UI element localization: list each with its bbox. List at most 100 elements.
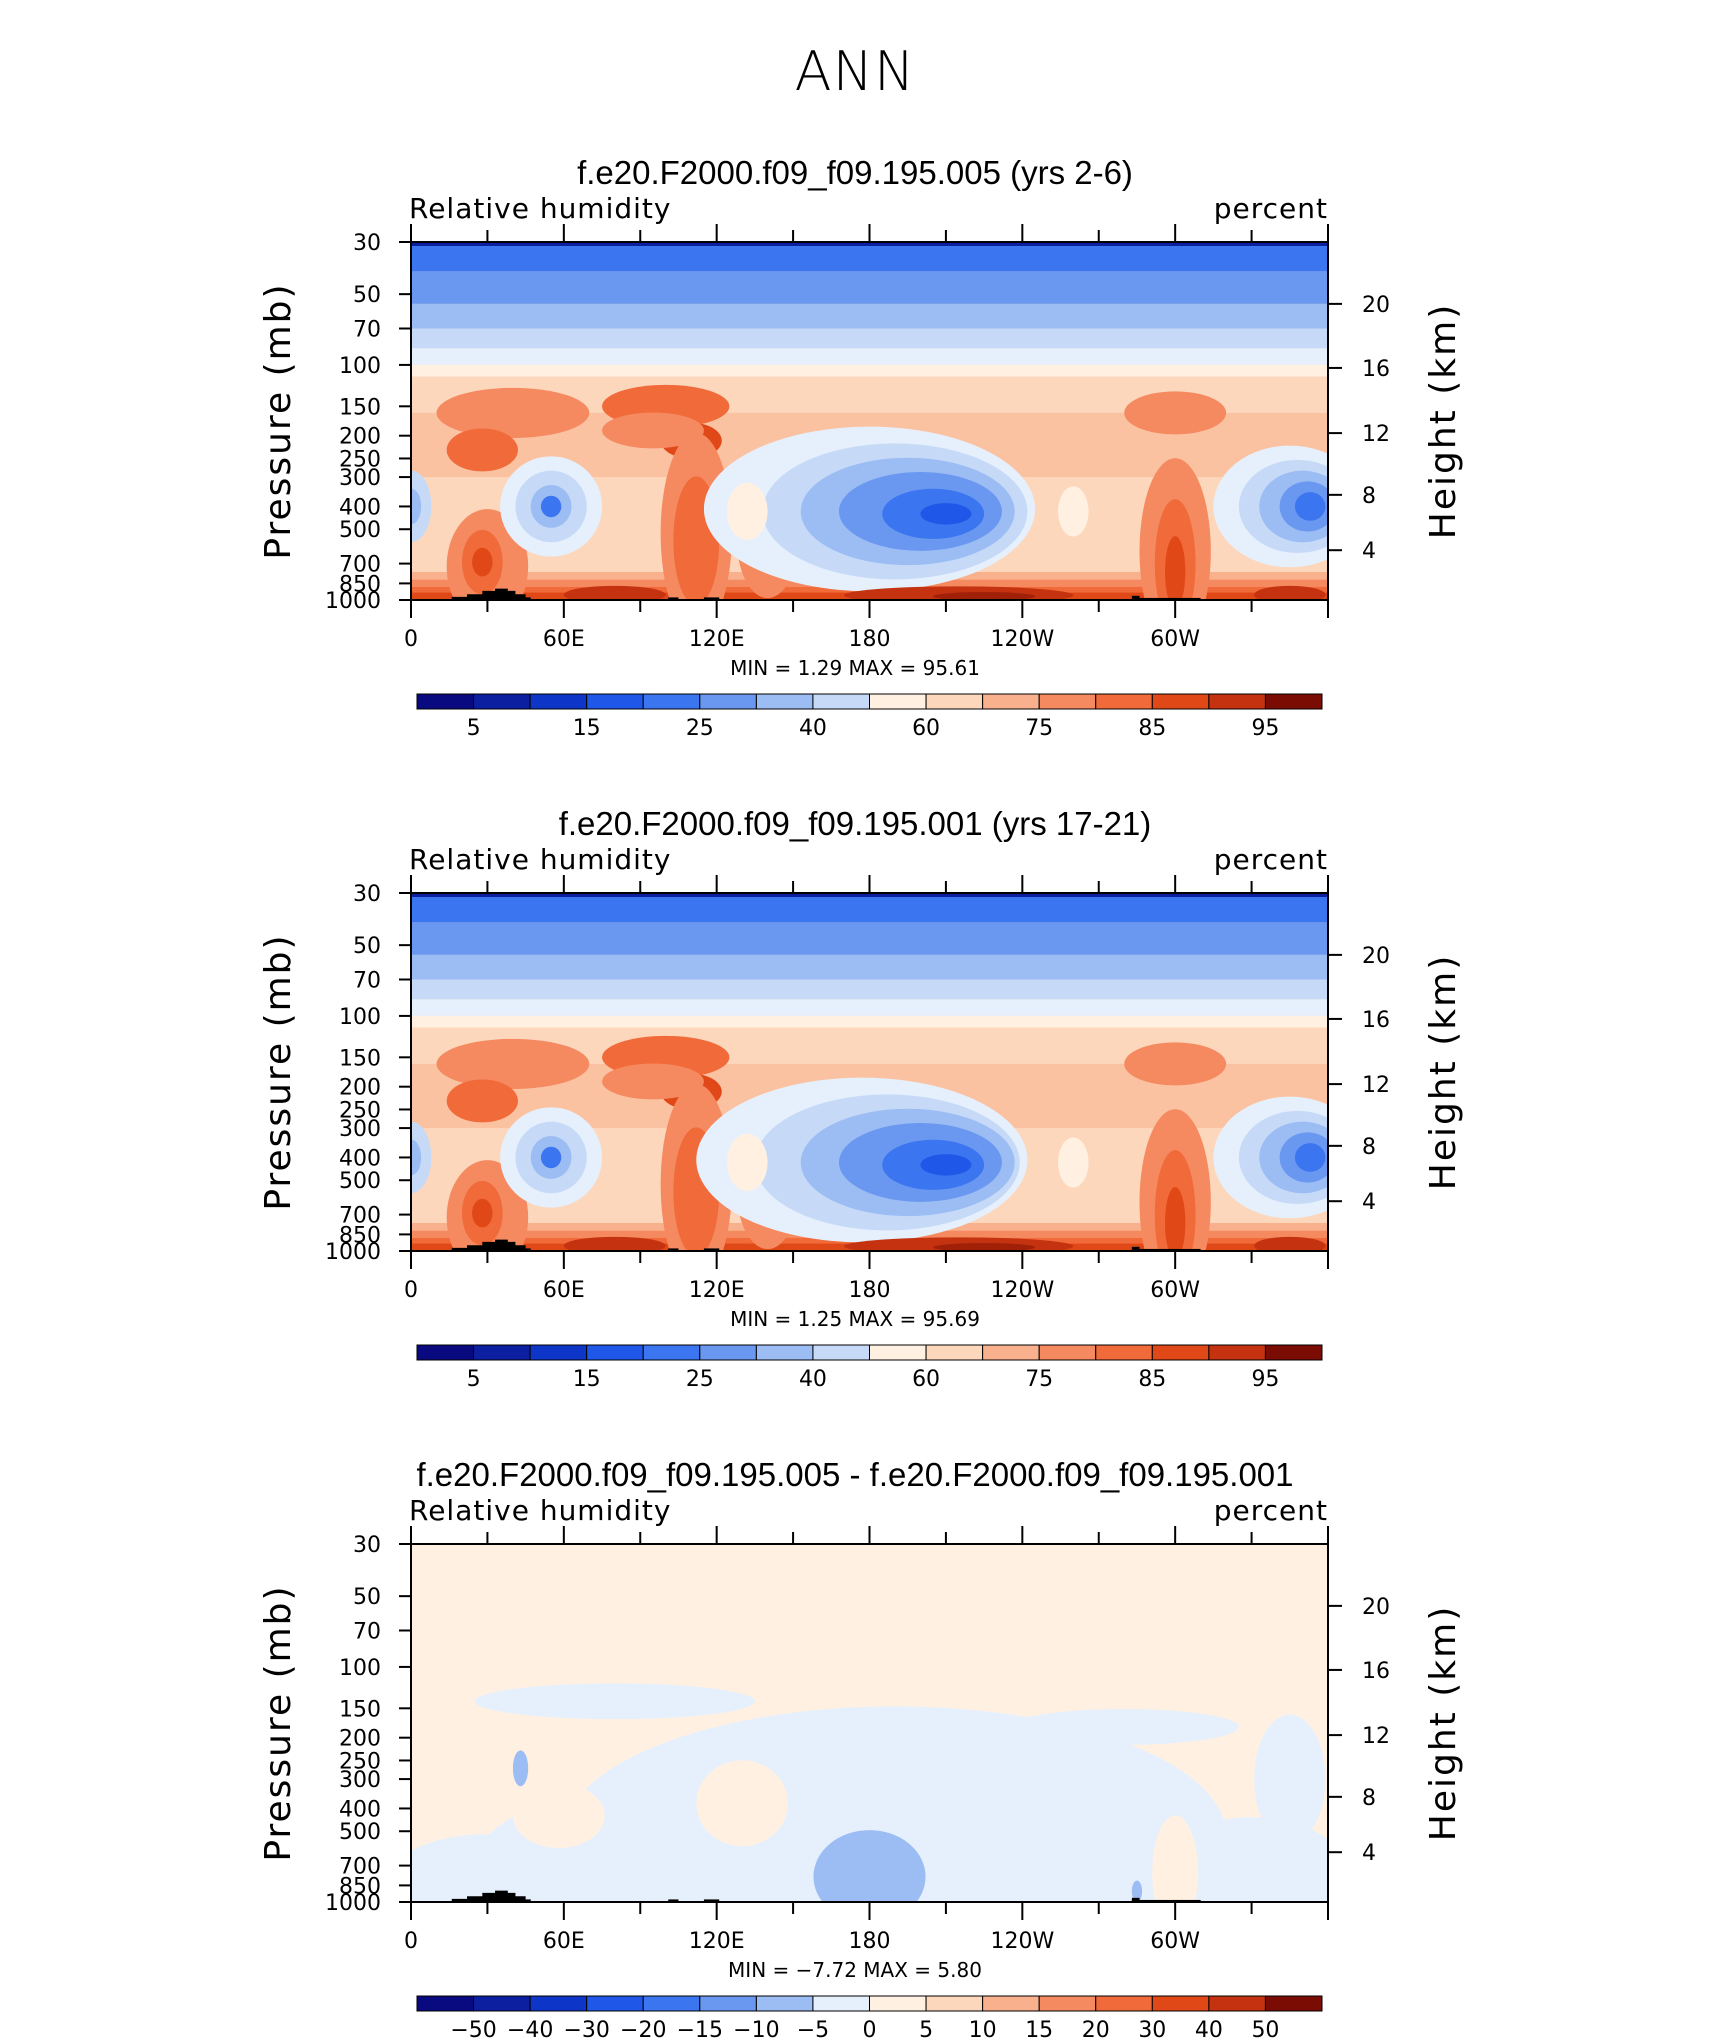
- y2-tick-label: 20: [1362, 293, 1390, 318]
- colorbar-box: [925, 693, 984, 710]
- colorbar-label: 0: [863, 2018, 877, 2038]
- y-tick-label: 1000: [325, 1891, 381, 1916]
- x-tick-label: 60W: [1150, 1929, 1200, 1954]
- y2-axis-title: Height (km): [1423, 1605, 1464, 1841]
- x-tick-label: 60W: [1150, 627, 1200, 652]
- x-tick-label: 180: [849, 1278, 891, 1303]
- colorbar-box: [755, 1995, 814, 2012]
- variable-label: Relative humidity: [409, 192, 671, 225]
- y-tick-label: 150: [339, 1697, 381, 1722]
- contour-region: [1057, 486, 1089, 537]
- contour-region: [436, 1038, 590, 1089]
- units-label: percent: [1214, 1494, 1328, 1527]
- y-tick-label: 300: [339, 466, 381, 491]
- colorbar-box: [1151, 1344, 1210, 1361]
- contour-region: [1131, 1880, 1143, 1902]
- x-tick-label: 180: [849, 627, 891, 652]
- contour-region: [411, 488, 422, 525]
- strat-layer: [411, 954, 1328, 980]
- contour-region: [602, 1063, 704, 1100]
- y-axis-title: Pressure (mb): [258, 933, 299, 1210]
- contour-region: [1164, 1187, 1186, 1251]
- colorbar-label: 95: [1251, 716, 1279, 741]
- panel-2: f.e20.F2000.f09_f09.195.001 (yrs 17-21)R…: [258, 805, 1464, 1392]
- colorbar-label: 60: [912, 716, 940, 741]
- strat-layer: [411, 303, 1328, 329]
- y-tick-label: 150: [339, 1046, 381, 1071]
- x-tick-label: 60E: [543, 627, 585, 652]
- contour-region: [1254, 1236, 1326, 1251]
- min-max-label: MIN = 1.29 MAX = 95.61: [730, 656, 980, 680]
- contour-region: [602, 412, 704, 449]
- contour-region: [446, 1079, 518, 1123]
- y-tick-label: 850: [339, 1223, 381, 1248]
- y-tick-label: 500: [339, 1820, 381, 1845]
- y-tick-label: 100: [339, 1005, 381, 1030]
- contour-region: [1294, 1143, 1326, 1172]
- colorbar-label: 5: [467, 1367, 481, 1392]
- colorbar-label: 25: [686, 1367, 714, 1392]
- y-tick-label: 30: [353, 1533, 381, 1558]
- y-tick-label: 1000: [325, 1240, 381, 1265]
- colorbar-label: 10: [969, 2018, 997, 2038]
- colorbar-box: [699, 693, 757, 710]
- colorbar-label: 15: [573, 1367, 601, 1392]
- y2-tick-label: 16: [1362, 357, 1390, 382]
- topography: [668, 1248, 679, 1251]
- y-tick-label: 150: [339, 395, 381, 420]
- strat-layer: [411, 364, 1328, 377]
- colorbar-box: [869, 1344, 927, 1361]
- units-label: percent: [1214, 843, 1328, 876]
- strat-layer: [411, 271, 1328, 304]
- min-max-label: MIN = 1.25 MAX = 95.69: [730, 1307, 980, 1331]
- colorbar-box: [812, 693, 870, 710]
- topography: [703, 597, 720, 600]
- contour-region: [1294, 492, 1326, 521]
- contour-region: [563, 585, 666, 600]
- colorbar-label: 85: [1138, 1367, 1166, 1392]
- x-tick-label: 120E: [689, 1929, 745, 1954]
- colorbar-label: 75: [1025, 1367, 1053, 1392]
- topography: [703, 1899, 720, 1902]
- strat-layer: [411, 999, 1328, 1016]
- x-tick-label: 120W: [990, 1278, 1054, 1303]
- panel-title: f.e20.F2000.f09_f09.195.005 (yrs 2-6): [577, 154, 1133, 191]
- colorbar-label: −30: [563, 2018, 609, 2038]
- panel-title: f.e20.F2000.f09_f09.195.005 - f.e20.F200…: [416, 1456, 1293, 1493]
- topography: [668, 1899, 679, 1902]
- topography: [1131, 1899, 1201, 1902]
- topography: [1131, 1248, 1201, 1251]
- y2-tick-label: 20: [1362, 1595, 1390, 1620]
- y-tick-label: 850: [339, 1874, 381, 1899]
- strat-layer: [411, 1015, 1328, 1028]
- colorbar-label: −10: [733, 2018, 779, 2038]
- strat-layer: [411, 922, 1328, 955]
- colorbar-box: [586, 1344, 644, 1361]
- plot-area: [411, 242, 1328, 600]
- contour-region: [726, 482, 768, 541]
- y-tick-label: 250: [339, 1749, 381, 1774]
- figure-title: ANN: [794, 40, 916, 103]
- y2-tick-label: 12: [1362, 1073, 1390, 1098]
- colorbar-box: [1095, 1344, 1153, 1361]
- contour-region: [472, 1198, 493, 1228]
- strat-layer: [411, 979, 1328, 1000]
- y-tick-label: 700: [339, 1855, 381, 1880]
- panel-title: f.e20.F2000.f09_f09.195.001 (yrs 17-21): [559, 805, 1152, 842]
- contour-region: [920, 503, 972, 525]
- colorbar-label: −15: [677, 2018, 723, 2038]
- colorbar-box: [812, 1995, 870, 2012]
- colorbar-box: [416, 693, 475, 710]
- y-tick-label: 70: [353, 318, 381, 343]
- y2-axis-title: Height (km): [1423, 303, 1464, 539]
- colorbar-label: 40: [1195, 2018, 1223, 2038]
- colorbar-label: 75: [1025, 716, 1053, 741]
- colorbar-box: [416, 1344, 475, 1361]
- colorbar-box: [586, 693, 644, 710]
- contour-region: [1057, 1137, 1089, 1188]
- colorbar-box: [416, 1995, 475, 2012]
- topography: [1131, 597, 1201, 600]
- x-tick-label: 0: [404, 1278, 418, 1303]
- colorbar-label: 25: [686, 716, 714, 741]
